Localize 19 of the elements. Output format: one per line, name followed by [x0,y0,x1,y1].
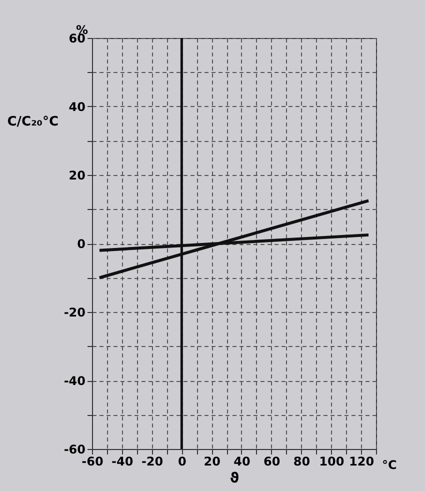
x-tick-label: 40 [234,454,250,468]
y-tick-label: 40 [68,100,86,114]
y-tick-label: -40 [64,374,86,388]
y-tick-label: -60 [64,442,86,456]
text: °C [382,458,397,472]
x-tick-label: 120 [349,454,374,468]
x-tick-label: -40 [112,454,134,468]
x-tick-label: 100 [319,454,344,468]
y-tick-label: -20 [64,306,86,320]
x-axis-title: ϑ [230,470,240,486]
x-tick-label: -20 [141,454,164,468]
y-axis-title: C/C₂₀°C [7,114,58,130]
x-tick-label: 80 [293,454,310,468]
y-tick-label: 0 [77,237,86,251]
x-tick-label: 20 [204,454,220,468]
y-tick-label: 20 [68,168,86,182]
x-tick-label: -60 [82,454,104,468]
x-tick-label: 60 [264,454,280,468]
x-tick-label: 0 [178,454,186,468]
